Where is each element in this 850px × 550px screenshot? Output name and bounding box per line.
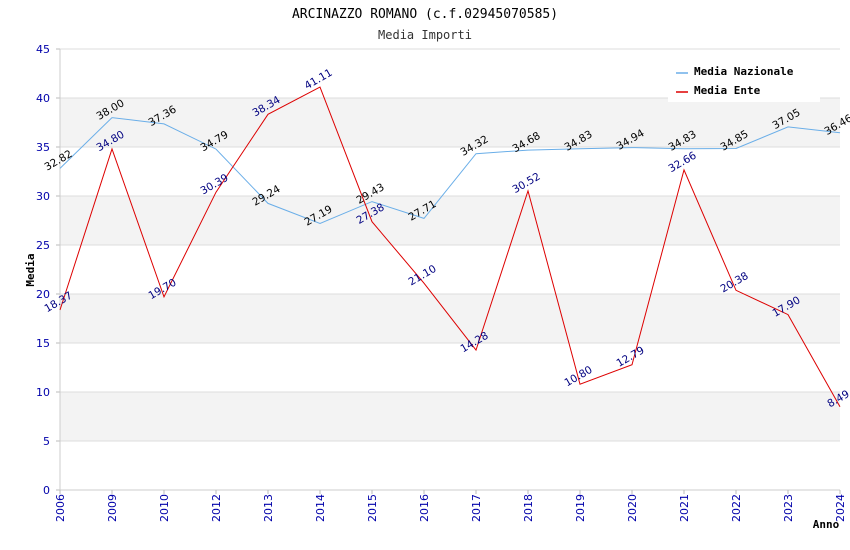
x-tick-label: 2006 bbox=[54, 494, 67, 522]
y-tick-label: 15 bbox=[36, 337, 50, 350]
y-axis-label: Media bbox=[24, 253, 37, 286]
plot-band bbox=[60, 294, 840, 343]
x-tick-label: 2013 bbox=[262, 494, 275, 522]
legend-label-media-nazionale: Media Nazionale bbox=[694, 65, 794, 78]
y-tick-label: 35 bbox=[36, 141, 50, 154]
x-tick-label: 2019 bbox=[574, 494, 587, 522]
series-line-media-ente bbox=[59, 86, 841, 408]
data-label: 30.52 bbox=[510, 171, 542, 196]
legend-label-media-ente: Media Ente bbox=[694, 84, 761, 97]
chart-title: ARCINAZZO ROMANO (c.f.02945070585) bbox=[292, 7, 558, 22]
y-tick-label: 45 bbox=[36, 43, 50, 56]
x-tick-label: 2014 bbox=[314, 494, 327, 522]
x-tick-label: 2022 bbox=[730, 494, 743, 522]
plot-bands bbox=[60, 98, 840, 441]
plot-band bbox=[60, 392, 840, 441]
y-tick-labels: 0 5 10 15 20 25 30 35 40 45 bbox=[36, 43, 50, 497]
y-tick-label: 30 bbox=[36, 190, 50, 203]
x-tick-label: 2020 bbox=[626, 494, 639, 522]
data-label: 12.79 bbox=[614, 344, 646, 369]
y-tick-label: 5 bbox=[43, 435, 50, 448]
x-axis-label: Anno bbox=[813, 518, 840, 531]
data-label: 30.39 bbox=[198, 172, 230, 197]
legend: Media Nazionale Media Ente bbox=[668, 60, 820, 102]
data-label: 10.80 bbox=[562, 364, 594, 389]
y-tick-label: 10 bbox=[36, 386, 50, 399]
x-tick-label: 2023 bbox=[782, 494, 795, 522]
y-tick-label: 40 bbox=[36, 92, 50, 105]
x-tick-label: 2015 bbox=[366, 494, 379, 522]
series-line-media-nazionale bbox=[59, 117, 841, 225]
series-lines bbox=[59, 86, 841, 408]
x-tick-label: 2010 bbox=[158, 494, 171, 522]
x-tick-label: 2024 bbox=[834, 494, 847, 522]
y-tick-label: 20 bbox=[36, 288, 50, 301]
y-tick-label: 25 bbox=[36, 239, 50, 252]
x-tick-label: 2012 bbox=[210, 494, 223, 522]
axes bbox=[56, 48, 841, 494]
chart-subtitle: Media Importi bbox=[378, 28, 472, 42]
x-tick-label: 2016 bbox=[418, 494, 431, 522]
plot-band bbox=[60, 98, 840, 147]
x-tick-label: 2021 bbox=[678, 494, 691, 522]
data-label: 20.38 bbox=[718, 270, 750, 295]
x-tick-label: 2018 bbox=[522, 494, 535, 522]
x-tick-labels: 2006 2009 2010 2012 2013 2014 2015 2016 2017 2018… bbox=[54, 494, 847, 522]
y-tick-label: 0 bbox=[43, 484, 50, 497]
x-tick-label: 2009 bbox=[106, 494, 119, 522]
legend-background bbox=[668, 60, 820, 102]
data-label: 21.10 bbox=[406, 263, 438, 288]
x-tick-label: 2017 bbox=[470, 494, 483, 522]
plot-band bbox=[60, 196, 840, 245]
